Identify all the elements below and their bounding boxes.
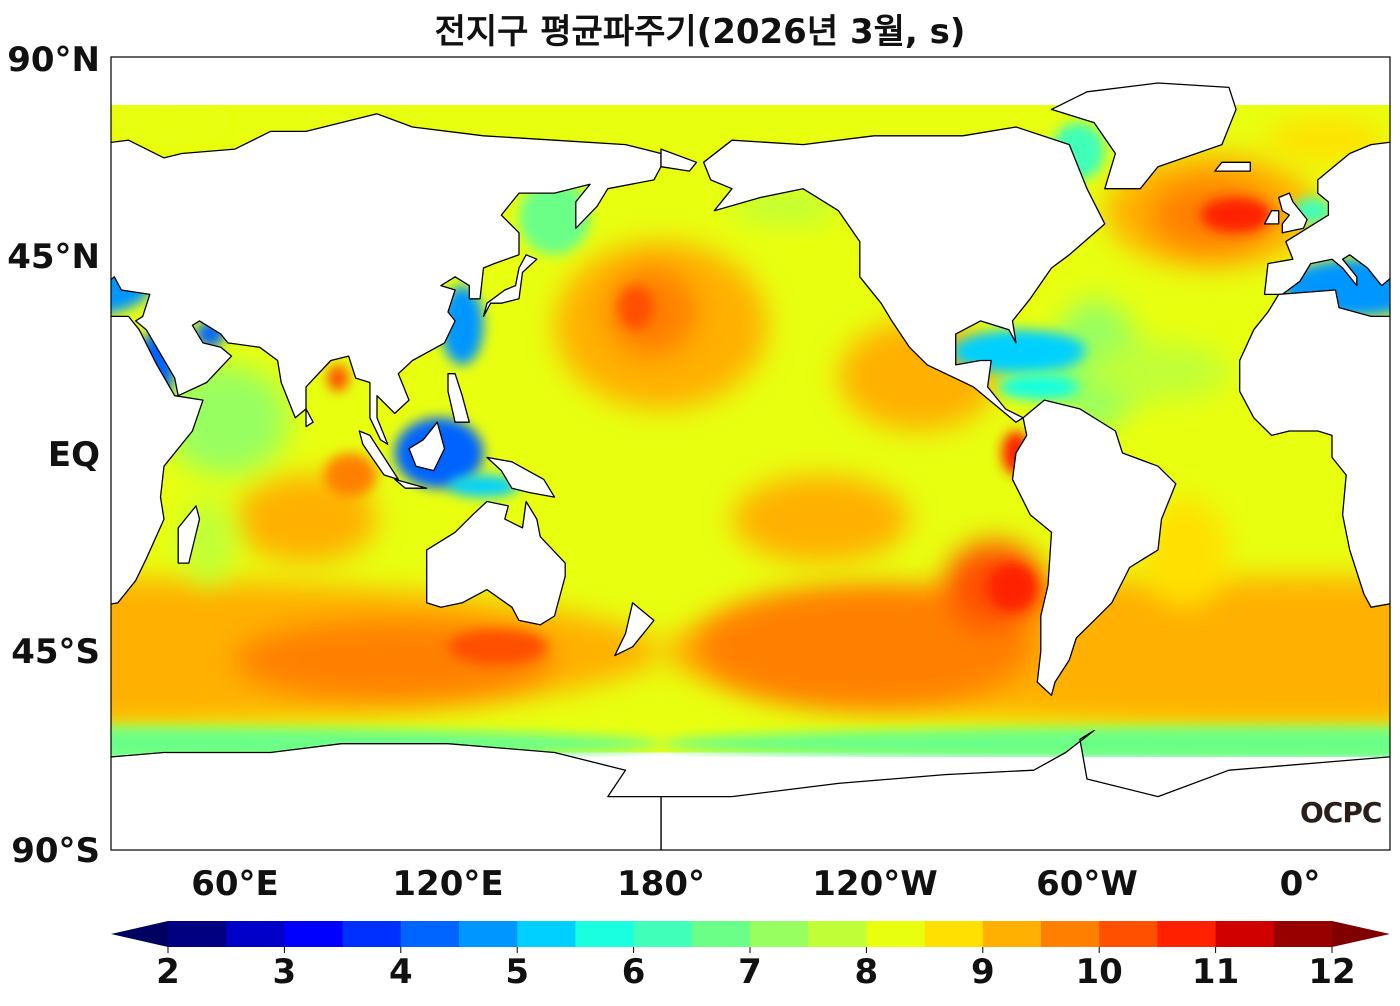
great-britain-land — [1, 193, 29, 233]
australia-land — [426, 500, 566, 626]
eurasia-land — [111, 113, 662, 445]
colorbar-bin — [982, 921, 1042, 947]
colorbar-bin — [1273, 921, 1333, 947]
colorbar-bin — [459, 921, 518, 947]
lat-label-90n: 90°N — [7, 40, 100, 80]
landmasses — [0, 82, 1390, 850]
lat-label-eq: EQ — [47, 435, 100, 475]
colorbar-tick-label: 5 — [505, 952, 530, 992]
great-britain-land — [1278, 192, 1308, 234]
colorbar-bin — [924, 921, 984, 947]
north-america-land — [702, 126, 1106, 423]
ireland-land — [1263, 210, 1280, 225]
colorbar-bin — [866, 921, 926, 947]
africa-land — [111, 315, 204, 605]
sri-lanka-land — [305, 408, 314, 428]
colorbar-tick-label: 3 — [272, 952, 297, 992]
borneo-land — [408, 421, 446, 472]
colorbar-tick-label: 6 — [621, 952, 646, 992]
lon-label-0: 0° — [1279, 864, 1321, 904]
ocean-value-region — [987, 563, 1038, 612]
colorbar-bin — [517, 921, 576, 947]
ocean-value-region — [15, 198, 54, 224]
colorbar-bin — [168, 921, 227, 947]
ocean-value-region — [1087, 342, 1229, 401]
colorbar-bin — [1157, 921, 1217, 947]
colorbar-bin — [1041, 921, 1100, 947]
antarctica-land — [111, 743, 662, 850]
ireland-land — [0, 211, 1, 224]
new-zealand-land — [614, 602, 655, 657]
ocean-value-region — [235, 475, 377, 564]
colorbar-over-arrow — [1332, 921, 1390, 947]
ocean-value-region — [0, 118, 111, 162]
colorbar-bin — [575, 921, 635, 947]
lon-label-60w: 60°W — [1036, 864, 1138, 904]
lon-label-120w: 120°W — [812, 864, 938, 904]
ocean-value-region — [323, 453, 377, 498]
colorbar-bin — [226, 921, 285, 947]
colorbar-tick-label: 8 — [854, 952, 879, 992]
ocean-value-region — [440, 285, 484, 365]
colorbar-tick-label: 2 — [156, 952, 180, 992]
ocean-value-region — [696, 585, 1034, 709]
ocean-value-region — [1200, 197, 1272, 233]
sumatra-land — [358, 430, 399, 481]
ocean-value-region — [661, 726, 1390, 762]
colorbar-tick-label: 10 — [1075, 952, 1123, 992]
ocean-value-region — [448, 475, 519, 498]
java-land — [394, 478, 428, 489]
colorbar-bin — [750, 921, 809, 947]
chukotka-land — [660, 148, 698, 172]
colorbar-tick-label: 4 — [388, 952, 413, 992]
greenland-land — [1050, 82, 1237, 190]
ocean-value-region — [0, 153, 40, 268]
colorbar-bin — [808, 921, 867, 947]
africa-land — [1239, 289, 1390, 608]
map-frame — [110, 56, 1391, 851]
colorbar-tick-label: 12 — [1308, 952, 1356, 992]
ocean-value-region — [732, 475, 910, 564]
colorbar-under-arrow — [111, 921, 168, 947]
ocean-value-region — [519, 179, 590, 255]
colorbar-tick-label: 7 — [738, 952, 762, 992]
ocean-value-region — [1140, 497, 1229, 608]
ocean-value-region — [618, 285, 654, 330]
ocean-value-region — [998, 373, 1080, 401]
colorbar-tick-label: 9 — [970, 952, 995, 992]
colorbar-bin — [342, 921, 402, 947]
colorbar — [111, 921, 1390, 953]
eurasia-land — [1263, 141, 1390, 296]
lat-label-45n: 45°N — [7, 237, 100, 277]
madagascar-land — [177, 505, 201, 564]
ocean-value-region — [327, 364, 349, 392]
south-america-land — [1011, 399, 1177, 696]
colorbar-bin — [1099, 921, 1158, 947]
ocean-value-region — [448, 629, 548, 665]
colorbar-tick-label: 11 — [1191, 952, 1240, 992]
colorbar-bin — [1215, 921, 1275, 947]
philippines-land — [447, 373, 470, 423]
colorbar-bin — [633, 921, 693, 947]
lon-label-180: 180° — [617, 864, 705, 904]
japan-land — [482, 254, 538, 318]
colorbar-bin — [284, 921, 344, 947]
lon-label-120e: 120°E — [392, 864, 504, 904]
lat-label-45s: 45°S — [11, 632, 100, 672]
ocpc-logo: OCPC — [1300, 796, 1382, 829]
map-title: 전지구 평균파주기(2026년 3월, s) — [434, 12, 966, 52]
colorbar-bin — [691, 921, 751, 947]
ocean-value-region — [111, 100, 235, 145]
new-guinea-land — [486, 456, 556, 498]
ocean-value-region — [164, 364, 289, 476]
antarctica-land — [660, 729, 1390, 850]
iceland-land — [1214, 161, 1251, 172]
colorbar-bin — [400, 921, 460, 947]
lat-label-90s: 90°S — [11, 831, 100, 871]
lon-label-60e: 60°E — [191, 864, 279, 904]
